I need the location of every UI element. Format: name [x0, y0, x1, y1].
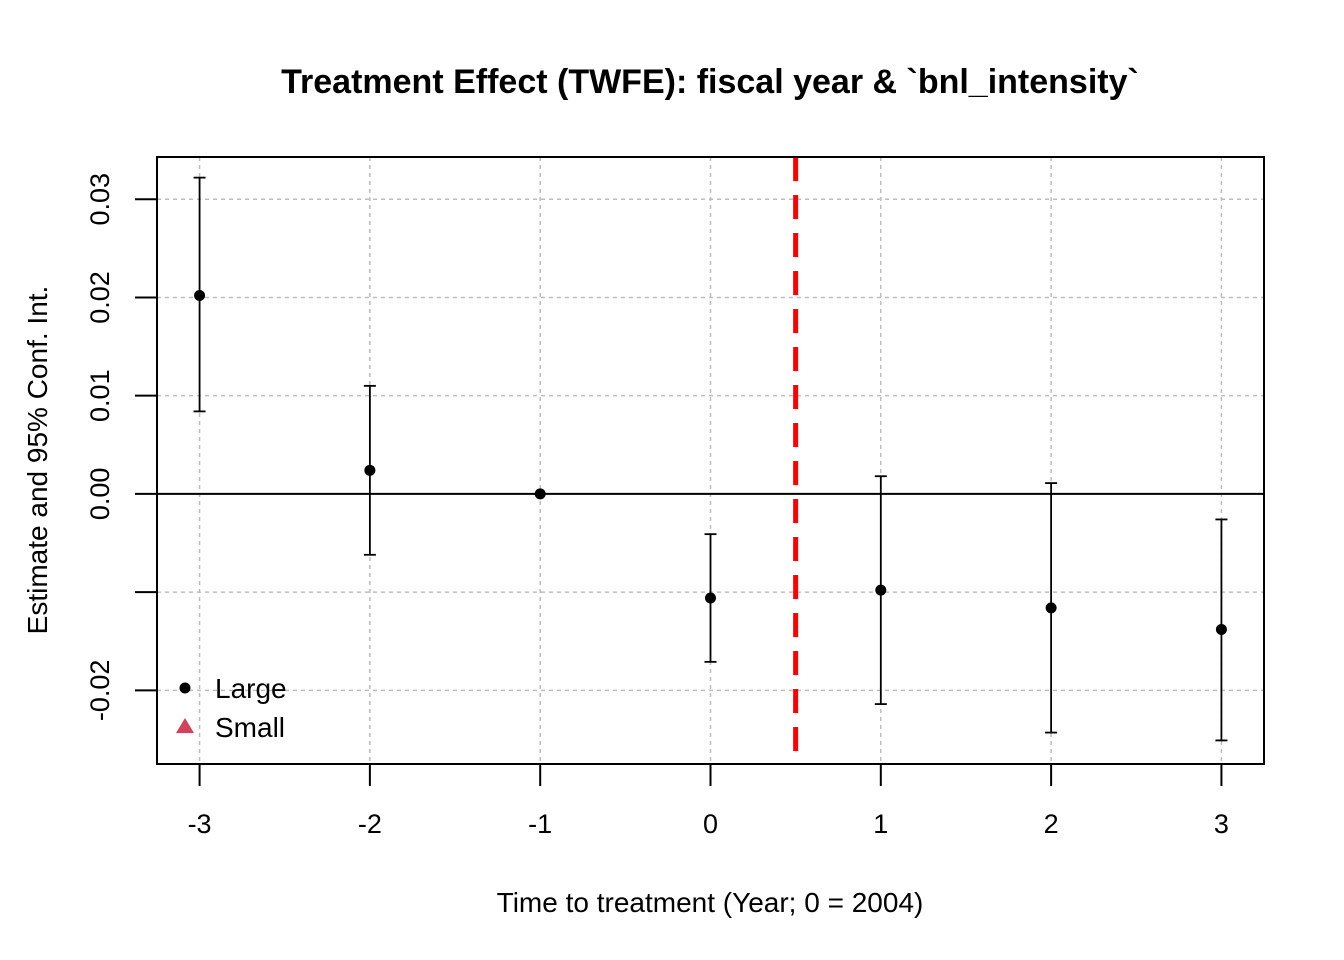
x-tick-label: 3: [1214, 809, 1229, 839]
data-point: [194, 289, 206, 301]
data-point: [705, 592, 716, 604]
data-point: [364, 464, 376, 476]
x-tick-label: 0: [703, 809, 718, 839]
chart-title: Treatment Effect (TWFE): fiscal year & `…: [281, 63, 1139, 101]
x-axis-label: Time to treatment (Year; 0 = 2004): [497, 887, 924, 918]
grid-lines: [157, 157, 1264, 764]
y-tick-label: 0.00: [85, 468, 115, 521]
y-axis-label: Estimate and 95% Conf. Int.: [22, 286, 53, 635]
data-point: [1045, 602, 1057, 614]
point-estimates: [194, 289, 1227, 635]
y-tick-label: 0.01: [85, 369, 115, 422]
x-tick-label: -1: [528, 809, 552, 839]
legend-label: Small: [215, 712, 285, 743]
data-point: [875, 584, 887, 596]
legend-label: Large: [215, 673, 287, 704]
data-point: [534, 488, 546, 500]
legend: Large Small: [176, 673, 287, 743]
legend-marker-triangle: [176, 718, 194, 733]
data-point: [1215, 623, 1227, 635]
legend-marker-circle: [179, 682, 191, 694]
y-axis: -0.02 0.00 0.01 0.02 0.03: [85, 173, 158, 722]
legend-item: Small: [176, 712, 285, 743]
x-tick-label: 1: [873, 809, 888, 839]
y-tick-label: -0.02: [85, 660, 115, 722]
y-tick-label: 0.02: [85, 271, 115, 324]
y-tick-label: 0.03: [85, 173, 115, 226]
x-axis: -3 -2 -1 0 1 2 3: [188, 763, 1229, 839]
legend-item: Large: [179, 673, 287, 704]
x-tick-label: -3: [188, 809, 212, 839]
x-tick-label: -2: [358, 809, 382, 839]
x-tick-label: 2: [1044, 809, 1059, 839]
